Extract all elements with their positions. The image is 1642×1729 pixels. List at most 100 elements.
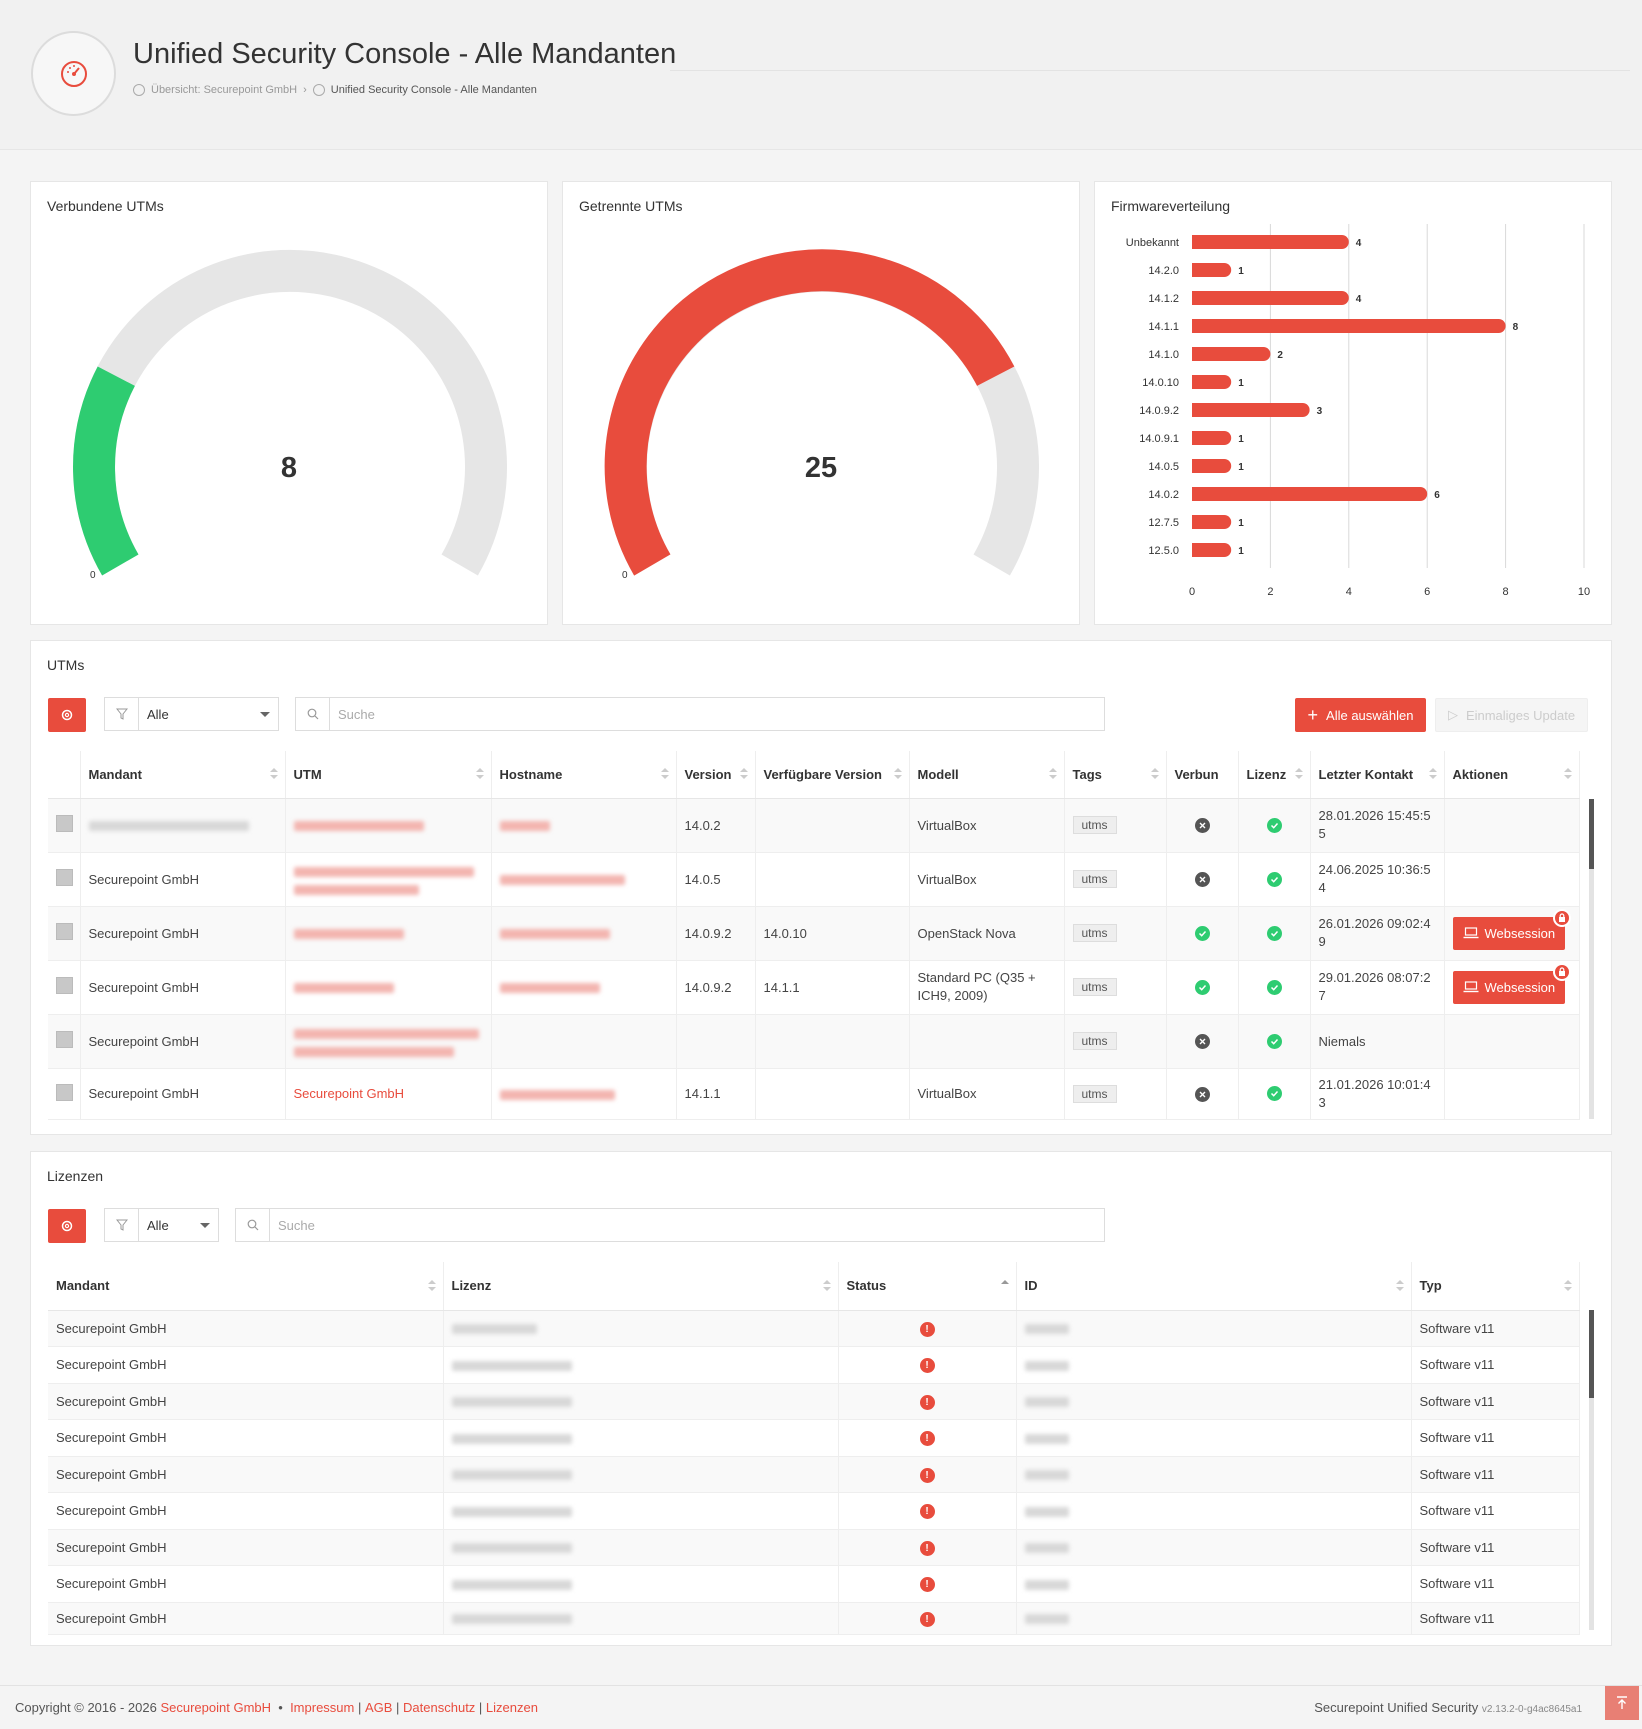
table-row[interactable]: Securepoint GmbH 14.0.9.2 14.0.10 OpenSt… <box>48 906 1580 961</box>
sort-icon[interactable] <box>1563 1279 1573 1292</box>
column-header-id[interactable]: ID <box>1016 1262 1412 1311</box>
tag-badge[interactable]: utms <box>1072 870 1117 888</box>
tag-badge[interactable]: utms <box>1072 1084 1117 1103</box>
column-header-mandant[interactable]: Mandant <box>80 751 286 799</box>
version-text: v2.13.2-0-g4ac8645a1 <box>1481 1704 1582 1715</box>
table-row[interactable]: Securepoint GmbH! Software v11 <box>48 1346 1580 1384</box>
table-row[interactable]: Securepoint GmbH! Software v11 <box>48 1529 1580 1566</box>
table-row[interactable]: Securepoint GmbH! Software v11 <box>48 1602 1580 1635</box>
sort-icon[interactable] <box>660 768 670 780</box>
agb-link[interactable]: AGB <box>364 1700 393 1715</box>
redacted-link[interactable] <box>293 866 474 877</box>
breadcrumb-item-overview[interactable]: Übersicht: Securepoint GmbH <box>151 84 298 96</box>
single-update-button[interactable]: ▷ Einmaliges Update <box>1435 698 1588 732</box>
check-icon <box>1266 817 1282 833</box>
sort-icon[interactable] <box>1048 768 1058 780</box>
search-icon <box>236 1209 270 1241</box>
row-checkbox[interactable] <box>56 1083 73 1101</box>
mandant-cell: Securepoint GmbH <box>48 1456 444 1493</box>
websession-button[interactable]: Websession <box>1452 962 1572 1004</box>
websession-button[interactable]: Websession <box>1452 908 1572 950</box>
search-box[interactable] <box>295 697 1105 731</box>
table-row[interactable]: Securepoint GmbH! Software v11 <box>48 1419 1580 1457</box>
sort-ascending-icon[interactable] <box>1000 1279 1010 1292</box>
redacted-link[interactable] <box>293 1046 454 1057</box>
sort-icon[interactable] <box>1294 768 1304 780</box>
sort-icon[interactable] <box>739 768 749 780</box>
sort-icon[interactable] <box>427 1279 437 1292</box>
column-header-status[interactable]: Status <box>838 1262 1017 1311</box>
sort-icon[interactable] <box>269 768 279 780</box>
redacted-link[interactable] <box>293 1028 479 1039</box>
bar <box>1192 543 1232 557</box>
privacy-link[interactable]: Datenschutz <box>403 1700 476 1715</box>
settings-button[interactable] <box>48 1209 86 1243</box>
table-row[interactable]: Securepoint GmbH! Software v11 <box>48 1492 1580 1530</box>
row-checkbox[interactable] <box>56 1031 73 1048</box>
gear-icon <box>61 709 73 721</box>
table-row[interactable]: Securepoint GmbH! Software v11 <box>48 1565 1580 1603</box>
search-box[interactable] <box>235 1208 1105 1242</box>
dashboard-icon <box>31 31 116 116</box>
row-checkbox[interactable] <box>56 977 73 994</box>
table-row[interactable]: Securepoint GmbH 14.0.9.2 14.1.1 Standar… <box>48 960 1580 1015</box>
filter-select[interactable]: Alle <box>104 697 279 731</box>
sort-icon[interactable] <box>475 768 485 780</box>
chevron-right-icon: › <box>303 84 307 96</box>
table-row[interactable]: Securepoint GmbH Securepoint GmbH 14.1.1… <box>48 1068 1580 1120</box>
table-row[interactable]: 14.0.2 VirtualBox utms 28.01.2026 15:45:… <box>48 798 1580 853</box>
redacted-link[interactable] <box>293 983 394 994</box>
row-checkbox[interactable] <box>56 869 73 886</box>
arrow-up-icon <box>1617 1696 1627 1709</box>
tag-badge[interactable]: utms <box>1072 978 1117 996</box>
row-checkbox[interactable] <box>56 815 73 832</box>
filter-select[interactable]: Alle <box>104 1208 219 1242</box>
connected-utms-panel: Verbundene UTMs 8 0 <box>30 181 548 625</box>
table-row[interactable]: Securepoint GmbH utms Niemals <box>48 1014 1580 1069</box>
select-all-button[interactable]: + Alle auswählen <box>1295 698 1426 732</box>
sort-icon[interactable] <box>1428 768 1438 780</box>
column-header-actions[interactable]: Aktionen <box>1444 751 1580 799</box>
scroll-to-top-button[interactable] <box>1605 1686 1639 1720</box>
settings-button[interactable] <box>48 698 86 732</box>
imprint-link[interactable]: Impressum <box>290 1700 355 1715</box>
sort-icon[interactable] <box>1563 768 1573 780</box>
column-header-utm[interactable]: UTM <box>285 751 492 799</box>
column-header-available-version[interactable]: Verfügbare Version <box>755 751 910 799</box>
utm-link[interactable]: Securepoint GmbH <box>293 1086 405 1101</box>
search-input[interactable] <box>330 706 1104 722</box>
column-header-license[interactable]: Lizenz <box>443 1262 839 1311</box>
table-row[interactable]: Securepoint GmbH! Software v11 <box>48 1310 1580 1347</box>
column-header-tags[interactable]: Tags <box>1064 751 1167 799</box>
column-header-hostname[interactable]: Hostname <box>491 751 677 799</box>
table-row[interactable]: Securepoint GmbH 14.0.5 VirtualBox utms … <box>48 852 1580 907</box>
column-header-version[interactable]: Version <box>676 751 756 799</box>
table-row[interactable]: Securepoint GmbH! Software v11 <box>48 1383 1580 1420</box>
column-header-model[interactable]: Modell <box>909 751 1065 799</box>
scrollbar[interactable] <box>1589 1310 1594 1630</box>
column-header-license[interactable]: Lizenz <box>1238 751 1311 799</box>
redacted-link[interactable] <box>293 884 419 895</box>
tag-badge[interactable]: utms <box>1072 816 1117 834</box>
sort-icon[interactable] <box>1150 768 1160 780</box>
licenses-link[interactable]: Lizenzen <box>485 1700 538 1715</box>
column-header-connected[interactable]: Verbun <box>1166 751 1239 799</box>
table-row[interactable]: Securepoint GmbH! Software v11 <box>48 1456 1580 1493</box>
scrollbar-thumb[interactable] <box>1589 1310 1594 1398</box>
column-header-mandant[interactable]: Mandant <box>48 1262 444 1311</box>
company-link[interactable]: Securepoint GmbH <box>160 1700 272 1715</box>
scrollbar[interactable] <box>1589 799 1594 1119</box>
column-header-type[interactable]: Typ <box>1411 1262 1580 1311</box>
sort-icon[interactable] <box>822 1279 832 1292</box>
redacted-link[interactable] <box>293 821 424 832</box>
sort-icon[interactable] <box>893 768 903 780</box>
scrollbar-thumb[interactable] <box>1589 799 1594 869</box>
redacted-link[interactable] <box>293 929 404 940</box>
search-input[interactable] <box>270 1217 1104 1233</box>
sort-icon[interactable] <box>1395 1279 1405 1292</box>
tag-badge[interactable]: utms <box>1072 924 1117 942</box>
column-header-last-contact[interactable]: Letzter Kontakt <box>1310 751 1445 799</box>
row-checkbox[interactable] <box>56 923 73 940</box>
tag-badge[interactable]: utms <box>1072 1032 1117 1050</box>
mandant-cell: Securepoint GmbH <box>80 906 286 961</box>
